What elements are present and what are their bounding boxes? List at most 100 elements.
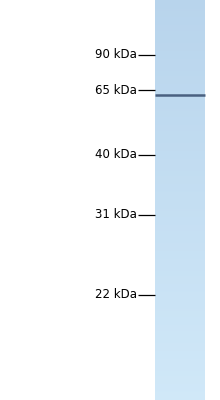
Bar [155,349,205,351]
Bar [155,37,205,39]
Bar [155,191,205,192]
Bar [155,205,205,207]
Bar [155,351,205,352]
Bar [155,199,205,200]
Bar [155,9,205,11]
Bar [155,304,205,306]
Bar [155,171,205,172]
Bar [155,231,205,232]
Bar [155,280,205,282]
Bar [155,108,205,110]
Bar [155,143,205,144]
Bar [155,61,205,63]
Bar [155,361,205,363]
Bar [155,147,205,148]
Bar [155,160,205,162]
Bar [155,267,205,268]
Bar [155,59,205,60]
Bar [155,25,205,27]
Bar [155,293,205,295]
Bar [155,56,205,58]
Bar [155,79,205,80]
Bar [155,109,205,111]
Bar [155,391,205,392]
Bar [155,333,205,335]
Bar [155,177,205,179]
Bar [155,168,205,170]
Bar [155,151,205,152]
Bar [155,184,205,186]
Bar [155,392,205,394]
Bar [155,107,205,108]
Bar [155,285,205,287]
Bar [155,104,205,106]
Bar [155,145,205,147]
Bar [155,272,205,274]
Bar [155,381,205,383]
Bar [155,375,205,376]
Bar [155,12,205,14]
Bar [155,345,205,347]
Bar [155,233,205,235]
Bar [155,299,205,300]
Bar [155,297,205,299]
Bar [155,123,205,124]
Bar [155,76,205,78]
Bar [155,100,205,102]
Bar [155,271,205,272]
Bar [155,103,205,104]
Bar [155,200,205,202]
Bar [155,5,205,7]
Bar [155,201,205,203]
Bar [155,80,205,82]
Bar [155,81,205,83]
Bar [155,253,205,255]
Bar [155,99,205,100]
Bar [155,97,205,99]
Bar [155,67,205,68]
Bar [155,373,205,375]
Bar [155,188,205,190]
Bar [155,225,205,227]
Bar [155,303,205,304]
Bar [155,399,205,400]
Bar [155,115,205,116]
Bar [155,289,205,291]
Bar [155,19,205,20]
Bar [155,172,205,174]
Bar [155,360,205,362]
Bar [155,49,205,51]
Bar [155,16,205,18]
Bar [155,65,205,67]
Bar [155,316,205,318]
Bar [155,21,205,23]
Bar [155,44,205,46]
Bar [155,263,205,264]
Bar [155,179,205,180]
Bar [155,135,205,136]
Bar [155,208,205,210]
Bar [155,204,205,206]
Bar [155,53,205,55]
Bar [155,165,205,167]
Bar [155,232,205,234]
Bar [155,325,205,327]
Bar [155,248,205,250]
Bar [155,385,205,387]
Bar [155,212,205,214]
Bar [155,281,205,283]
Bar [155,259,205,260]
Bar [155,29,205,31]
Bar [155,215,205,216]
Bar [155,71,205,72]
Bar [155,260,205,262]
Bar [155,287,205,288]
Bar [155,164,205,166]
Bar [155,197,205,199]
Bar [155,224,205,226]
Bar [155,364,205,366]
Bar [155,52,205,54]
Bar [155,161,205,163]
Bar [155,344,205,346]
Bar [155,148,205,150]
